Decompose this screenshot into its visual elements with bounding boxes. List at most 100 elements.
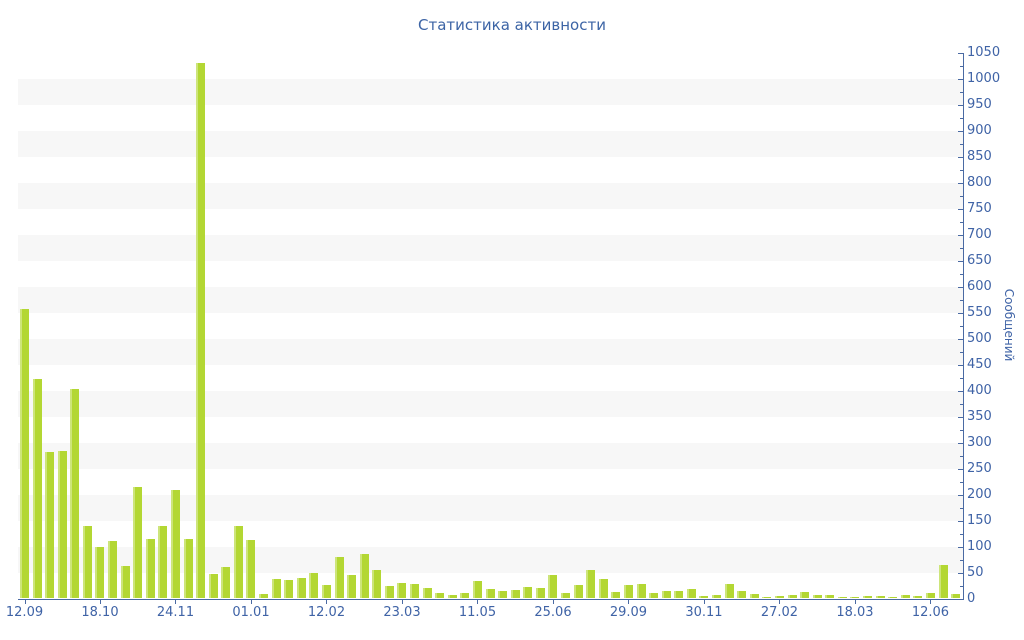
y-tick — [958, 468, 963, 470]
bar[interactable] — [561, 593, 571, 599]
bar[interactable] — [888, 596, 898, 599]
bar[interactable] — [548, 575, 558, 599]
bar[interactable] — [372, 569, 382, 599]
y-tick-label: 850 — [967, 149, 992, 164]
bar[interactable] — [435, 593, 445, 599]
bar[interactable] — [636, 583, 646, 599]
bar[interactable] — [321, 584, 331, 599]
bar[interactable] — [510, 590, 520, 599]
bar[interactable] — [359, 554, 369, 599]
bar[interactable] — [208, 573, 218, 599]
x-tick-label: 11.05 — [458, 604, 497, 620]
bar[interactable] — [108, 540, 118, 599]
bar[interactable] — [523, 587, 533, 599]
bar[interactable] — [45, 452, 55, 599]
bar[interactable] — [259, 594, 269, 599]
bar[interactable] — [925, 593, 935, 599]
bar[interactable] — [397, 583, 407, 599]
y-minor-tick — [960, 559, 963, 561]
bar[interactable] — [837, 596, 847, 599]
bar[interactable] — [674, 591, 684, 599]
y-tick — [958, 78, 963, 80]
y-tick — [958, 416, 963, 418]
bar[interactable] — [661, 590, 671, 599]
bar[interactable] — [221, 567, 231, 599]
y-tick — [958, 572, 963, 574]
bar[interactable] — [82, 525, 92, 599]
bar[interactable] — [460, 592, 470, 599]
grid-band — [18, 390, 963, 417]
bar[interactable] — [686, 588, 696, 599]
bar[interactable] — [347, 575, 357, 599]
bar[interactable] — [296, 577, 306, 599]
y-minor-tick — [960, 481, 963, 483]
bar[interactable] — [762, 597, 772, 599]
bar[interactable] — [196, 62, 206, 599]
bar[interactable] — [699, 596, 709, 599]
y-tick — [958, 598, 963, 600]
bar[interactable] — [472, 580, 482, 599]
bar[interactable] — [787, 594, 797, 599]
bar[interactable] — [158, 526, 168, 599]
bar[interactable] — [498, 591, 508, 599]
x-tick — [779, 599, 781, 604]
bar[interactable] — [57, 451, 67, 599]
bar[interactable] — [284, 580, 294, 599]
bar[interactable] — [913, 596, 923, 599]
bar[interactable] — [95, 547, 105, 599]
bar[interactable] — [875, 596, 885, 599]
y-minor-tick — [960, 143, 963, 145]
bar[interactable] — [573, 584, 583, 599]
bar[interactable] — [145, 539, 155, 599]
bar[interactable] — [120, 566, 130, 599]
bar[interactable] — [485, 589, 495, 599]
y-minor-tick — [960, 507, 963, 509]
bar[interactable] — [422, 588, 432, 599]
y-minor-tick — [960, 533, 963, 535]
y-minor-tick — [960, 247, 963, 249]
y-tick-label: 150 — [967, 513, 992, 528]
bar[interactable] — [20, 308, 29, 599]
bar[interactable] — [737, 590, 747, 599]
bar[interactable] — [774, 595, 784, 599]
y-tick — [958, 442, 963, 444]
bar[interactable] — [183, 538, 193, 599]
bar[interactable] — [938, 564, 948, 599]
y-minor-tick — [960, 585, 963, 587]
bar[interactable] — [800, 591, 810, 599]
y-tick-label: 50 — [967, 565, 984, 580]
bar[interactable] — [384, 586, 394, 599]
y-tick-label: 350 — [967, 409, 992, 424]
bar[interactable] — [271, 579, 281, 599]
bar[interactable] — [812, 595, 822, 599]
bar[interactable] — [309, 573, 319, 599]
y-tick-label: 400 — [967, 383, 992, 398]
bar[interactable] — [724, 583, 734, 599]
bar[interactable] — [749, 593, 759, 599]
bar[interactable] — [900, 594, 910, 599]
bar[interactable] — [246, 539, 256, 599]
bar[interactable] — [712, 595, 722, 599]
bar[interactable] — [447, 595, 457, 599]
grid-band — [18, 442, 963, 469]
bar[interactable] — [32, 379, 42, 599]
bar[interactable] — [535, 588, 545, 599]
bar[interactable] — [334, 556, 344, 599]
bar[interactable] — [133, 486, 143, 599]
bar[interactable] — [649, 593, 659, 599]
bar[interactable] — [863, 596, 873, 599]
bar[interactable] — [951, 594, 961, 599]
bar[interactable] — [623, 584, 633, 599]
y-minor-tick — [960, 377, 963, 379]
bar[interactable] — [850, 597, 860, 599]
bar[interactable] — [611, 591, 621, 599]
bar[interactable] — [825, 595, 835, 599]
bar[interactable] — [598, 578, 608, 599]
bar[interactable] — [410, 584, 420, 599]
bar[interactable] — [233, 526, 243, 599]
y-tick-label: 200 — [967, 487, 992, 502]
bar[interactable] — [586, 569, 596, 599]
bar[interactable] — [170, 489, 180, 599]
y-minor-tick — [960, 299, 963, 301]
bar[interactable] — [70, 389, 80, 599]
